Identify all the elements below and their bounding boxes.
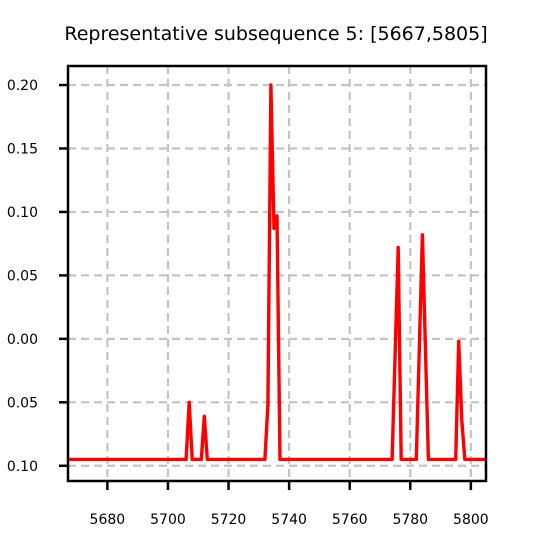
x-tick-label: 5800 (453, 512, 489, 528)
y-tick-label: 0.10 (7, 205, 38, 221)
x-tick-label: 5740 (271, 512, 307, 528)
plot-frame (66, 64, 488, 483)
y-tick-label: 0.05 (7, 268, 38, 284)
series-line (68, 83, 486, 462)
y-tick-label: 0.10 (7, 459, 38, 475)
chart-title: Representative subsequence 5: [5667,5805… (64, 23, 487, 45)
y-tick-label: 0.05 (7, 395, 38, 411)
series-layer (68, 83, 486, 462)
axis-ticks: 5680 5700 5720 5740 5760 5780 5800 0.20 0.15 0.10… (7, 78, 489, 528)
x-tick-label: 5780 (392, 512, 428, 528)
x-tick-label: 5700 (150, 512, 186, 528)
y-tick-label: 0.00 (7, 332, 38, 348)
grid-lines (68, 66, 486, 481)
x-tick-label: 5720 (211, 512, 247, 528)
y-tick-label: 0.20 (7, 78, 38, 94)
x-tick-label: 5680 (90, 512, 126, 528)
x-tick-label: 5760 (332, 512, 368, 528)
y-tick-label: 0.15 (7, 141, 38, 157)
